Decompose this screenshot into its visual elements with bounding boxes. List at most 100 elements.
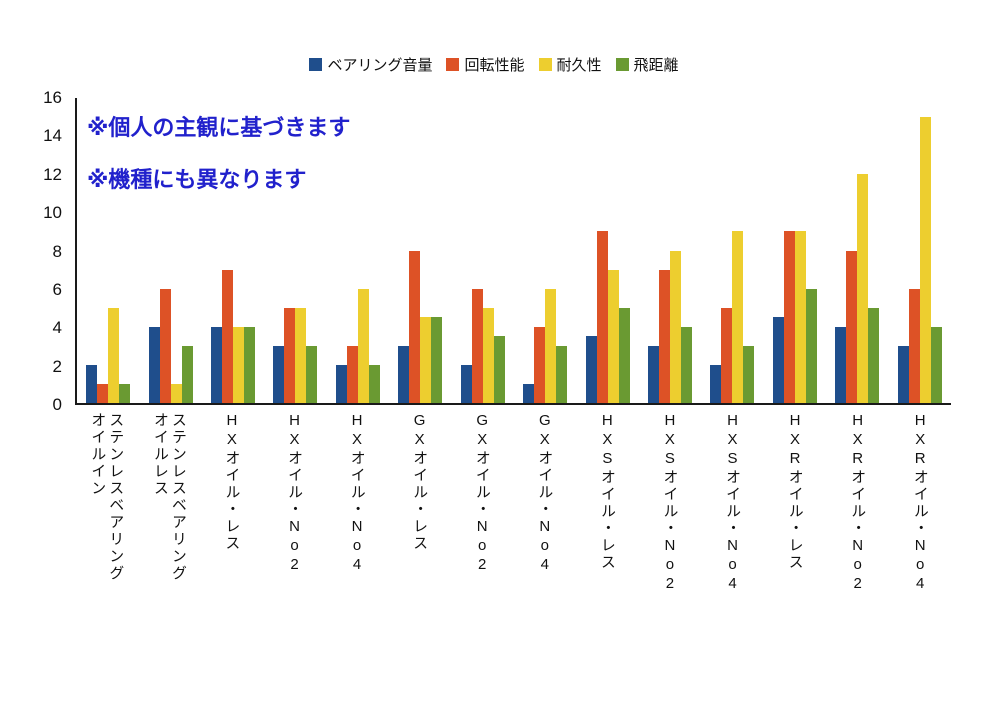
bar-series1-cat4 bbox=[346, 345, 358, 403]
bar-series0-cat2 bbox=[211, 326, 223, 403]
x-axis-label-8: HXSオイル・レス bbox=[598, 412, 616, 571]
bar-series0-cat11 bbox=[772, 317, 784, 403]
bar-series2-cat9 bbox=[670, 250, 682, 403]
bar-series0-cat3 bbox=[273, 345, 285, 403]
y-tick-label: 10 bbox=[43, 203, 62, 223]
x-axis-labels: オイルイン ステンレスベアリング オイルレス ステンレスベアリング HXオイル・レス… bbox=[75, 412, 951, 682]
bar-series0-cat12 bbox=[835, 326, 847, 403]
bar-series0-cat1 bbox=[148, 326, 160, 403]
bar-series0-cat6 bbox=[460, 364, 472, 403]
y-tick-label: 6 bbox=[52, 279, 62, 299]
x-axis-label-1: オイルレス ステンレスベアリング bbox=[151, 412, 187, 582]
chart-legend: ベアリング音量 回転性能 耐久性 飛距離 bbox=[0, 54, 988, 75]
bar-series2-cat13 bbox=[919, 117, 931, 403]
bar-series1-cat12 bbox=[846, 250, 858, 403]
bar-group-5 bbox=[398, 98, 443, 403]
x-axis-label-5: GXオイル・レス bbox=[411, 412, 429, 552]
bar-group-10 bbox=[710, 98, 755, 403]
bar-group-0 bbox=[86, 98, 131, 403]
bar-series0-cat7 bbox=[523, 383, 535, 403]
bar-series1-cat5 bbox=[409, 250, 421, 403]
bar-series2-cat8 bbox=[607, 269, 619, 403]
bar-group-2 bbox=[211, 98, 256, 403]
x-axis-label-3: HXオイル・No2 bbox=[285, 412, 303, 575]
bar-group-4 bbox=[335, 98, 380, 403]
bar-series1-cat7 bbox=[534, 326, 546, 403]
bar-series1-cat10 bbox=[721, 307, 733, 403]
bar-series2-cat3 bbox=[295, 307, 307, 403]
bar-series2-cat2 bbox=[233, 326, 245, 403]
x-axis-label-6: GXオイル・No2 bbox=[473, 412, 491, 575]
plot-area: ※個人の主観に基づきます ※機種にも異なります bbox=[75, 98, 951, 405]
bar-group-6 bbox=[460, 98, 505, 403]
bar-series3-cat6 bbox=[493, 336, 505, 403]
bar-series0-cat13 bbox=[897, 345, 909, 403]
bar-series1-cat11 bbox=[783, 231, 795, 403]
bar-series0-cat4 bbox=[335, 364, 347, 403]
bar-series0-cat10 bbox=[710, 364, 722, 403]
legend-item-0: ベアリング音量 bbox=[309, 54, 432, 75]
bar-series1-cat9 bbox=[659, 269, 671, 403]
bar-series1-cat13 bbox=[908, 288, 920, 403]
bar-series1-cat0 bbox=[97, 383, 109, 403]
x-axis-label-2: HXオイル・レス bbox=[223, 412, 241, 552]
bar-series3-cat11 bbox=[805, 288, 817, 403]
bar-group-11 bbox=[772, 98, 817, 403]
legend-swatch-icon bbox=[309, 58, 323, 71]
bar-series3-cat7 bbox=[556, 345, 568, 403]
bar-group-3 bbox=[273, 98, 318, 403]
bar-series2-cat10 bbox=[732, 231, 744, 403]
y-tick-label: 8 bbox=[52, 241, 62, 261]
bar-group-9 bbox=[648, 98, 693, 403]
bar-series3-cat13 bbox=[930, 326, 942, 403]
y-tick-label: 0 bbox=[52, 395, 62, 414]
y-tick-label: 16 bbox=[43, 88, 62, 107]
legend-label: ベアリング音量 bbox=[327, 57, 433, 74]
bar-series3-cat9 bbox=[681, 326, 693, 403]
legend-item-3: 飛距離 bbox=[615, 54, 679, 75]
bar-series3-cat4 bbox=[368, 364, 380, 403]
bar-series2-cat0 bbox=[108, 307, 120, 403]
legend-label: 回転性能 bbox=[464, 57, 525, 74]
x-axis-label-11: HXRオイル・レス bbox=[786, 412, 804, 571]
bar-series0-cat9 bbox=[648, 345, 660, 403]
bar-series1-cat6 bbox=[471, 288, 483, 403]
bar-series2-cat4 bbox=[357, 288, 369, 403]
bar-group-8 bbox=[585, 98, 630, 403]
legend-swatch-icon bbox=[615, 58, 629, 71]
legend-swatch-icon bbox=[446, 58, 460, 71]
x-axis-label-10: HXSオイル・No4 bbox=[723, 412, 741, 594]
x-axis-label-13: HXRオイル・No4 bbox=[911, 412, 929, 594]
bar-series3-cat10 bbox=[743, 345, 755, 403]
bar-group-12 bbox=[835, 98, 880, 403]
bar-series3-cat12 bbox=[868, 307, 880, 403]
bar-series1-cat8 bbox=[596, 231, 608, 403]
x-axis-label-7: GXオイル・No4 bbox=[536, 412, 554, 575]
bar-group-7 bbox=[523, 98, 568, 403]
legend-swatch-icon bbox=[538, 58, 552, 71]
y-tick-label: 14 bbox=[43, 126, 62, 146]
bar-series2-cat11 bbox=[794, 231, 806, 403]
legend-label: 飛距離 bbox=[633, 57, 679, 74]
bar-series1-cat2 bbox=[222, 269, 234, 403]
x-axis-label-12: HXRオイル・No2 bbox=[849, 412, 867, 594]
bar-group-1 bbox=[148, 98, 193, 403]
bar-group-13 bbox=[897, 98, 942, 403]
bar-series3-cat0 bbox=[119, 383, 131, 403]
bar-series0-cat8 bbox=[585, 336, 597, 403]
x-axis-label-9: HXSオイル・No2 bbox=[661, 412, 679, 594]
bar-series3-cat2 bbox=[244, 326, 256, 403]
bar-series0-cat0 bbox=[86, 364, 98, 403]
bar-series2-cat1 bbox=[170, 383, 182, 403]
bar-series3-cat8 bbox=[618, 307, 630, 403]
y-axis: 0 2 4 6 8 10 12 14 16 bbox=[28, 88, 70, 414]
y-tick-label: 12 bbox=[43, 164, 62, 184]
bar-series3-cat1 bbox=[181, 345, 193, 403]
x-axis-label-0: オイルイン ステンレスベアリング bbox=[89, 412, 125, 582]
bar-series1-cat1 bbox=[159, 288, 171, 403]
bar-series2-cat7 bbox=[545, 288, 557, 403]
legend-item-1: 回転性能 bbox=[446, 54, 525, 75]
bar-series1-cat3 bbox=[284, 307, 296, 403]
y-tick-label: 2 bbox=[52, 356, 62, 376]
